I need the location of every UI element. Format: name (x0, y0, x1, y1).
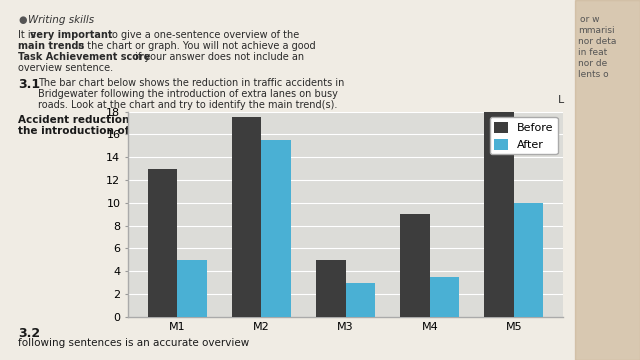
Text: lents o: lents o (578, 70, 609, 79)
Text: following sentences is an accurate overview: following sentences is an accurate overv… (18, 338, 249, 348)
Bar (400, 214, 430, 317)
Text: L: L (558, 95, 564, 105)
Text: The bar chart below shows the reduction in traffic accidents in: The bar chart below shows the reduction … (38, 78, 344, 88)
Text: mmarisi: mmarisi (578, 26, 614, 35)
Legend: Before, After: Before, After (490, 117, 557, 154)
Bar (430, 277, 460, 317)
Text: main trends: main trends (18, 41, 84, 51)
Text: roads. Look at the chart and try to identify the main trend(s).: roads. Look at the chart and try to iden… (38, 100, 337, 110)
Text: Task Achievement score: Task Achievement score (18, 52, 150, 62)
Text: in feat: in feat (578, 48, 607, 57)
Text: or w: or w (580, 15, 600, 24)
Text: very important: very important (30, 30, 113, 40)
Text: to give a one-sentence overview of the: to give a one-sentence overview of the (105, 30, 300, 40)
Text: Writing skills: Writing skills (28, 15, 94, 25)
Text: the introduction of extra lanes on busy motorways: the introduction of extra lanes on busy … (18, 126, 317, 136)
Text: in the chart or graph. You will not achieve a good: in the chart or graph. You will not achi… (72, 41, 316, 51)
Bar (346, 283, 375, 317)
Bar (232, 117, 261, 317)
Bar (148, 168, 177, 317)
Text: 3.1: 3.1 (18, 78, 40, 91)
Bar (575, 0, 640, 360)
Text: nor deta: nor deta (578, 37, 616, 46)
Text: Bridgewater following the introduction of extra lanes on busy: Bridgewater following the introduction o… (38, 89, 338, 99)
Text: Accident reductions per kilometre in Bridgewater following: Accident reductions per kilometre in Bri… (18, 115, 369, 125)
Text: It is: It is (18, 30, 39, 40)
Bar (261, 140, 291, 317)
Bar (484, 100, 514, 317)
Bar (177, 260, 207, 317)
Text: overview sentence.: overview sentence. (18, 63, 113, 73)
Text: 3.2: 3.2 (18, 327, 40, 340)
Text: nor de: nor de (578, 59, 607, 68)
Bar (514, 203, 543, 317)
Bar (316, 260, 346, 317)
Text: ●: ● (18, 15, 26, 25)
Text: if your answer does not include an: if your answer does not include an (132, 52, 304, 62)
